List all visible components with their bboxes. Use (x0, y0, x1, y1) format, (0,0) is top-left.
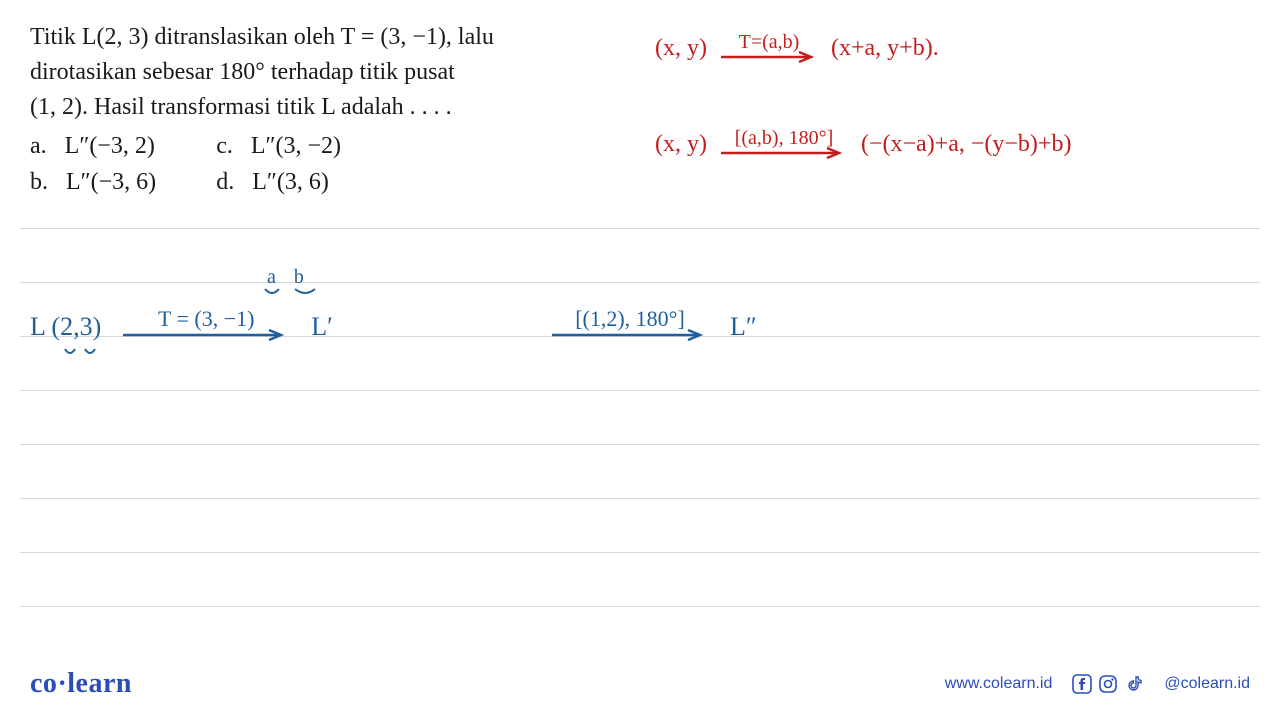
rule2-arrow-label: [(a,b), 180°] (735, 128, 834, 148)
rule1-arrow-label: T=(a,b) (739, 32, 800, 52)
question-text: Titik L(2, 3) ditranslasikan oleh T = (3… (30, 20, 615, 200)
translate-arrow: T = (3, −1) (121, 308, 291, 342)
arrow-icon (550, 328, 710, 342)
rule2-right: (−(x−a)+a, −(y−b)+b) (861, 131, 1071, 158)
work-step-2: [(1,2), 180°] L″ (550, 308, 757, 342)
question-line-1: Titik L(2, 3) ditranslasikan oleh T = (3… (30, 20, 615, 55)
options-col-2: c. L″(3, −2) d. L″(3, 6) (216, 128, 341, 200)
option-a: a. L″(−3, 2) (30, 128, 156, 164)
option-c-text: L″(3, −2) (251, 133, 341, 159)
work-step-1: L (2,3) T = (3, −1) L′ (30, 308, 333, 342)
logo-co: co (30, 668, 57, 699)
question-block: Titik L(2, 3) ditranslasikan oleh T = (3… (30, 20, 1250, 200)
rule2-arrow: [(a,b), 180°] (719, 128, 849, 160)
start-point: L (2,3) (30, 312, 101, 342)
rule2-left: (x, y) (655, 131, 707, 158)
arc-icon (262, 287, 322, 299)
options-col-1: a. L″(−3, 2) b. L″(−3, 6) (30, 128, 156, 200)
option-c: c. L″(3, −2) (216, 128, 341, 164)
footer-url: www.colearn.id (945, 675, 1053, 693)
l-prime: L′ (311, 312, 333, 342)
footer-handle: @colearn.id (1164, 675, 1250, 693)
arrow-icon (121, 328, 291, 342)
arc-icon (62, 347, 112, 359)
footer: co·learn www.colearn.id @colearn.id (30, 668, 1250, 700)
question-line-2: dirotasikan sebesar 180° terhadap titik … (30, 55, 615, 90)
start-point-arcs (62, 346, 112, 364)
arrow-icon (719, 146, 849, 160)
rule1-arrow: T=(a,b) (719, 32, 819, 64)
ab-arcs (262, 286, 322, 304)
social-icons (1072, 674, 1144, 694)
facebook-icon (1072, 674, 1092, 694)
option-b: b. L″(−3, 6) (30, 164, 156, 200)
logo: co·learn (30, 668, 132, 700)
rotate-arrow: [(1,2), 180°] (550, 308, 710, 342)
options: a. L″(−3, 2) b. L″(−3, 6) c. L″(3, −2) d… (30, 128, 615, 200)
translate-label: T = (3, −1) (158, 308, 255, 330)
option-b-text: L″(−3, 6) (66, 169, 156, 195)
red-rule-2: (x, y) [(a,b), 180°] (−(x−a)+a, −(y−b)+b… (655, 128, 1071, 160)
option-a-text: L″(−3, 2) (65, 133, 155, 159)
red-annotations: (x, y) T=(a,b) (x+a, y+b). (x, y) [(a,b)… (655, 20, 1250, 200)
rule1-left: (x, y) (655, 35, 707, 62)
footer-right: www.colearn.id @colearn.id (945, 674, 1250, 694)
l-double-prime: L″ (730, 312, 757, 342)
rule1-right: (x+a, y+b). (831, 35, 939, 62)
logo-learn: learn (67, 668, 132, 699)
tiktok-icon (1124, 674, 1144, 694)
rotate-label: [(1,2), 180°] (575, 308, 685, 330)
logo-dot: · (57, 668, 67, 699)
red-rule-1: (x, y) T=(a,b) (x+a, y+b). (655, 32, 939, 64)
arrow-icon (719, 50, 819, 64)
option-d: d. L″(3, 6) (216, 164, 341, 200)
content-area: Titik L(2, 3) ditranslasikan oleh T = (3… (30, 20, 1250, 200)
option-d-text: L″(3, 6) (252, 169, 329, 195)
question-line-3: (1, 2). Hasil transformasi titik L adala… (30, 90, 615, 125)
instagram-icon (1098, 674, 1118, 694)
